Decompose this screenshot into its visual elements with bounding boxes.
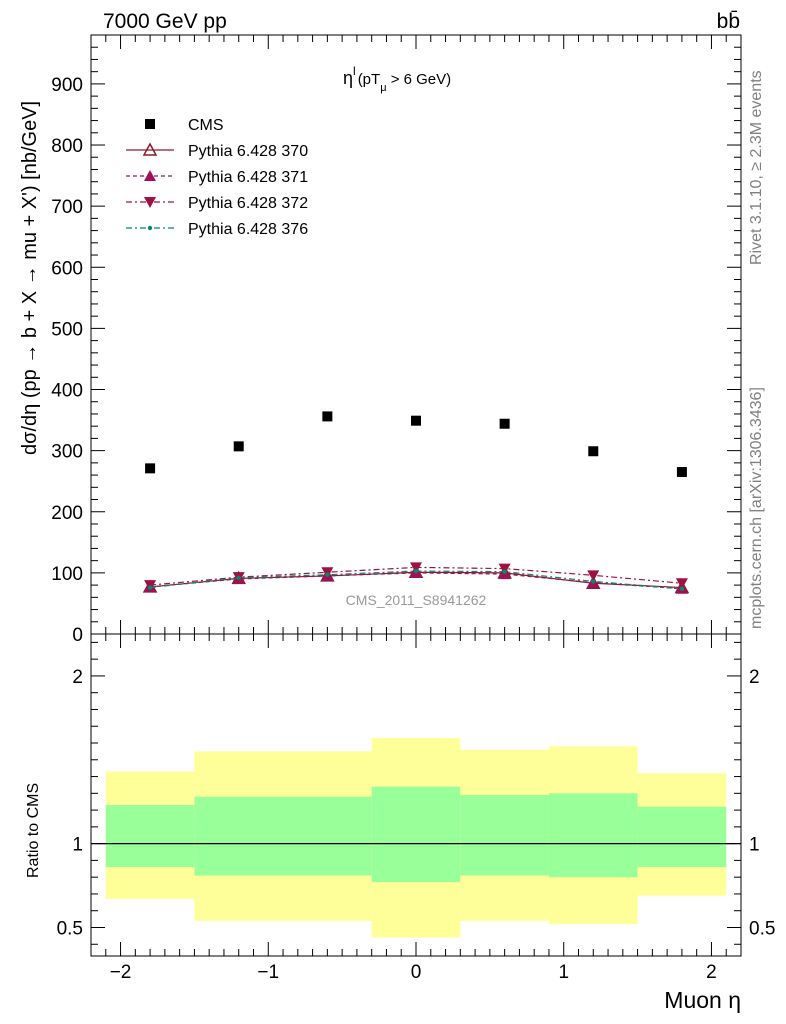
main-y-tick-label-5: 500 [51,319,83,340]
legend-item-4: Pythia 6.428 376 [126,221,308,238]
legend-item-2: Pythia 6.428 371 [126,169,308,186]
x-tick-label-0: −2 [110,962,132,983]
data-point-0-3 [411,415,421,426]
main-y-tick-label-3: 300 [51,442,83,463]
main-y-tick-label-1: 100 [51,564,83,585]
ratio-y-tick-label-right-1: 1 [749,835,760,856]
data-point-3-5 [587,570,600,582]
main-series [142,411,690,594]
ratio-band-green-5 [637,806,727,868]
title-sub: μ [380,82,386,94]
process-label: bb̄ [717,10,740,33]
title-main: η [343,68,353,88]
data-point-3-3 [410,562,422,574]
series-0 [145,411,687,478]
legend-label-2: Pythia 6.428 371 [188,169,308,186]
data-point-0-0 [145,463,156,474]
analysis-watermark: CMS_2011_S8941262 [346,592,487,608]
legend-item-0: CMS [145,117,224,134]
title-rest: > 6 GeV) [387,71,452,88]
x-tick-label-3: 1 [558,962,569,983]
title-open: (pT [358,71,381,88]
ratio-band-green-0 [105,805,195,868]
series-4 [147,568,685,591]
legend-marker-3 [144,197,156,208]
legend-item-3: Pythia 6.428 372 [126,195,308,212]
legend-marker-1 [142,142,158,156]
ratio-band-green-1 [194,796,372,876]
data-point-3-6 [675,578,688,590]
legend: CMS Pythia 6.428 370 Pythia 6.428 371 Pythi… [126,117,308,238]
legend-label-3: Pythia 6.428 372 [188,195,308,212]
ratio-y-tick-label-2: 2 [72,667,83,688]
data-point-4-4 [502,569,507,574]
data-point-4-6 [679,586,685,591]
legend-label-4: Pythia 6.428 376 [188,221,308,238]
main-y-tick-label-2: 200 [51,503,83,524]
main-y-tick-label-0: 0 [72,625,83,646]
ratio-band-green-2 [371,786,461,883]
data-point-0-6 [676,467,687,478]
ratio-band-green-3 [460,795,549,876]
legend-marker-2 [144,170,156,181]
ratio-y-tick-label-1: 1 [72,835,83,856]
ratio-xlabel: Muon η [664,987,741,1013]
data-point-0-1 [233,441,244,452]
legend-item-1: Pythia 6.428 370 [126,142,308,160]
panel-title: ηl (pTμ > 6 GeV) [343,64,451,94]
data-point-0-5 [588,446,599,457]
energy-label: 7000 GeV pp [103,10,227,33]
ratio-y-tick-label-right-0: 0.5 [749,918,775,939]
source-label: mcplots.cern.ch [arXiv:1306.3436] [748,387,765,629]
ratio-y-tick-label-right-2: 2 [749,667,760,688]
data-point-3-4 [498,563,511,575]
x-tick-label-2: 0 [411,962,422,983]
x-tick-label-1: −1 [257,962,279,983]
main-y-tick-label-9: 900 [51,75,83,96]
legend-marker-4 [147,225,153,231]
legend-label-0: CMS [188,117,224,134]
x-tick-label-4: 2 [706,962,717,983]
main-y-tick-label-4: 400 [51,381,83,402]
ratio-bands [91,737,741,938]
data-point-4-1 [236,575,241,580]
main-y-tick-label-6: 600 [51,258,83,279]
title-sup: l [353,64,356,78]
main-ylabel: dσ/dη (pp → b + X → mu + X') [nb/GeV] [19,101,41,455]
rivet-label: Rivet 3.1.10, ≥ 2.3M events [748,70,765,265]
data-point-0-2 [322,411,333,422]
legend-label-1: Pythia 6.428 370 [188,143,308,160]
data-point-0-4 [499,418,510,429]
data-point-4-3 [413,568,419,574]
data-point-4-5 [591,579,596,584]
main-y-tick-label-7: 700 [51,197,83,218]
data-point-4-0 [147,585,153,590]
legend-marker-0 [145,119,155,129]
axes: −2 −1 0 1 2 0 100 200 300 400 500 600 700 800 900 0.5 0.… [51,34,775,983]
data-point-4-2 [325,572,330,577]
ratio-y-tick-label-0: 0.5 [57,918,83,939]
main-y-tick-label-8: 800 [51,136,83,157]
ratio-band-green-4 [548,793,638,878]
ratio-ylabel: Ratio to CMS [25,783,42,878]
